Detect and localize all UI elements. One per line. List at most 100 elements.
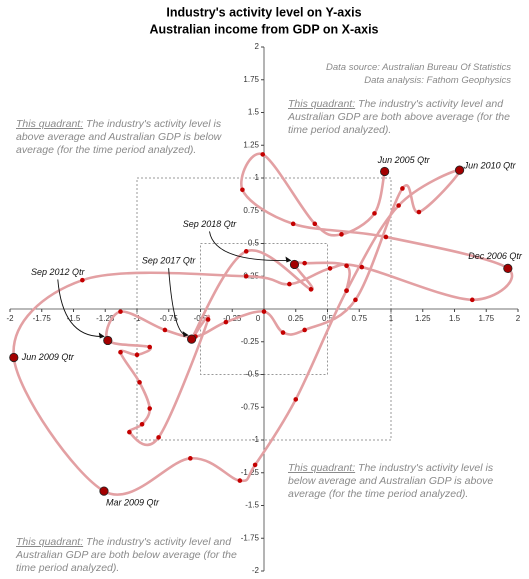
x-tick-label: -0.75 bbox=[160, 314, 179, 323]
data-point bbox=[127, 429, 132, 435]
highlight-point bbox=[99, 486, 109, 496]
chart-title: Industry's activity level on Y-axis bbox=[166, 5, 361, 19]
annotation-arrow bbox=[57, 279, 104, 337]
quadrant-note: This quadrant: The industry's activity l… bbox=[288, 462, 510, 501]
quadrant-note: This quadrant: The industry's activity l… bbox=[288, 98, 516, 137]
x-tick-label: 1.75 bbox=[478, 314, 494, 323]
note-label: This quadrant: bbox=[16, 536, 84, 548]
arrow-head bbox=[285, 256, 292, 263]
quadrant-note: This quadrant: The industry's activity l… bbox=[16, 536, 248, 575]
annotation-label: Jun 2010 Qtr bbox=[463, 161, 517, 171]
y-tick-label: -1.5 bbox=[245, 501, 259, 510]
arrow-head bbox=[98, 332, 105, 339]
data-point bbox=[308, 287, 314, 292]
source: Data source: Australian Bureau Of Statis… bbox=[326, 62, 511, 73]
data-point bbox=[327, 266, 333, 271]
y-tick-label: -0.25 bbox=[241, 337, 260, 346]
data-point bbox=[252, 462, 258, 468]
x-tick-label: 1.5 bbox=[449, 314, 461, 323]
data-point bbox=[359, 264, 365, 270]
annotation-label: Sep 2017 Qtr bbox=[142, 256, 197, 266]
annotation-label: Sep 2018 Qtr bbox=[183, 219, 238, 229]
data-point bbox=[162, 327, 168, 333]
y-tick-label: -0.75 bbox=[241, 402, 260, 411]
x-tick-label: -1.25 bbox=[96, 314, 115, 323]
annotation-label: Jun 2009 Qtr bbox=[21, 352, 75, 362]
y-tick-label: 0.75 bbox=[243, 206, 259, 215]
data-point bbox=[290, 221, 296, 227]
quadrant-note: This quadrant: The industry's activity l… bbox=[16, 118, 248, 157]
data-point bbox=[400, 186, 405, 191]
x-tick-label: -1.5 bbox=[67, 314, 81, 323]
data-point bbox=[416, 209, 422, 215]
x-tick-label: 2 bbox=[516, 314, 521, 323]
data-point bbox=[223, 319, 229, 325]
data-point bbox=[302, 327, 307, 333]
annotation-arrow bbox=[168, 268, 188, 336]
data-point bbox=[134, 352, 140, 358]
x-tick-label: -2 bbox=[6, 314, 14, 323]
highlight-point bbox=[289, 259, 300, 270]
x-tick-label: 0.25 bbox=[288, 314, 304, 323]
data-point bbox=[302, 260, 307, 266]
highlight-point bbox=[503, 263, 513, 273]
data-point bbox=[237, 478, 243, 483]
y-tick-label: -1.75 bbox=[241, 533, 260, 542]
data-point bbox=[293, 397, 299, 402]
data-point bbox=[118, 309, 123, 314]
x-tick-label: 0.75 bbox=[351, 314, 367, 323]
data-point bbox=[469, 297, 475, 303]
source: Data analysis: Fathom Geophysics bbox=[364, 75, 511, 86]
data-point bbox=[312, 221, 318, 227]
arrow-head bbox=[182, 331, 189, 338]
annotation-arrow bbox=[209, 231, 291, 262]
x-tick-label: 1 bbox=[389, 314, 394, 323]
data-point bbox=[261, 309, 267, 314]
data-point bbox=[243, 249, 249, 254]
highlight-point bbox=[380, 166, 390, 177]
data-point bbox=[118, 349, 123, 355]
x-tick-label: 0.5 bbox=[322, 314, 334, 323]
data-point bbox=[287, 281, 292, 287]
data-point bbox=[353, 297, 358, 303]
y-tick-label: -0.5 bbox=[245, 370, 259, 379]
note-text: The industry's activity level is below a… bbox=[288, 462, 494, 500]
y-tick-label: 0.5 bbox=[248, 239, 260, 248]
data-point bbox=[280, 330, 286, 335]
note-text: The industry's activity level and Austra… bbox=[16, 536, 237, 574]
highlight-point bbox=[103, 335, 113, 346]
note-label: This quadrant: bbox=[16, 118, 84, 130]
data-point bbox=[156, 435, 161, 440]
data-point bbox=[243, 273, 249, 279]
data-point bbox=[260, 152, 266, 157]
y-tick-label: 1.25 bbox=[243, 140, 259, 149]
data-point bbox=[147, 406, 152, 411]
note-text: The industry's activity level and Austra… bbox=[288, 98, 510, 136]
annotation-label: Jun 2005 Qtr bbox=[377, 155, 431, 165]
series-line bbox=[12, 152, 514, 496]
data-point bbox=[396, 203, 401, 208]
x-tick-label: 0 bbox=[256, 314, 261, 323]
highlight-point bbox=[454, 165, 465, 175]
x-tick-label: 1.25 bbox=[415, 314, 431, 323]
data-point bbox=[80, 277, 85, 283]
note-label: This quadrant: bbox=[288, 98, 356, 110]
data-point bbox=[147, 344, 152, 350]
y-tick-label: 1 bbox=[255, 173, 260, 182]
data-point bbox=[188, 456, 193, 461]
data-point bbox=[344, 263, 349, 269]
data-point bbox=[372, 211, 377, 216]
data-point bbox=[240, 187, 245, 193]
note-label: This quadrant: bbox=[288, 462, 356, 474]
x-tick-label: -1.75 bbox=[33, 314, 52, 323]
y-tick-label: 1.5 bbox=[248, 108, 260, 117]
y-tick-label: -1 bbox=[252, 435, 260, 444]
note-text: The industry's activity level is above a… bbox=[16, 118, 222, 156]
highlight-point bbox=[9, 352, 19, 363]
data-point bbox=[205, 317, 211, 322]
data-point bbox=[339, 232, 344, 237]
y-tick-label: 2 bbox=[255, 42, 260, 51]
highlight-point bbox=[187, 334, 197, 344]
